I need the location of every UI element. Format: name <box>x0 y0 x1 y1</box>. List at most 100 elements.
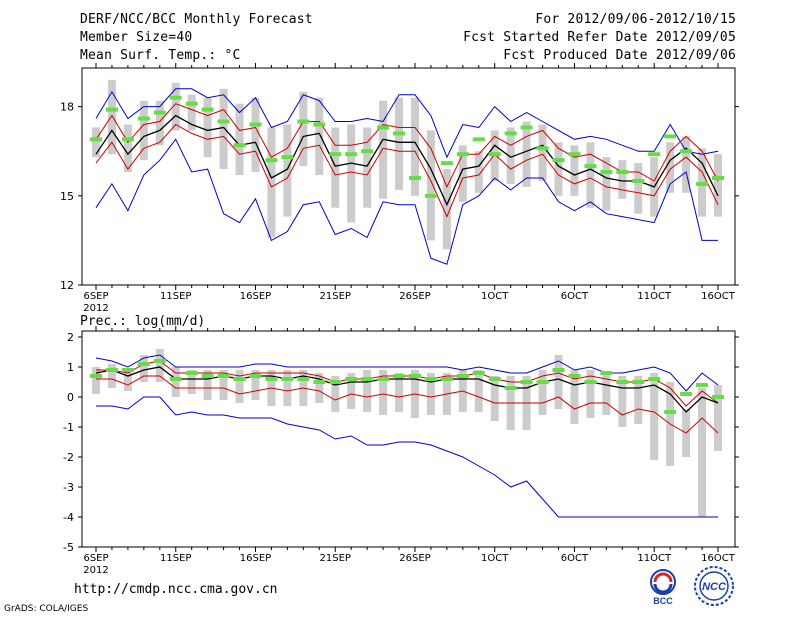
median-marker <box>361 149 374 154</box>
median-marker <box>712 395 724 399</box>
box-bar <box>283 370 292 406</box>
median-marker <box>297 119 310 124</box>
box-bar <box>395 373 404 412</box>
refer-date: Fcst Started Refer Date 2012/09/05 <box>463 30 736 45</box>
median-marker <box>249 374 262 378</box>
median-marker <box>281 155 294 160</box>
box-bar <box>107 364 116 388</box>
median-marker <box>408 175 421 180</box>
plot-frame <box>81 330 736 548</box>
box-bar <box>203 97 212 158</box>
box-bar <box>331 127 340 208</box>
y-tick-label: -1 <box>63 421 74 434</box>
x-tick-label: 11OCT <box>637 291 672 302</box>
y-tick-label: 0 <box>67 391 74 404</box>
box-bar <box>682 136 691 193</box>
box-bar <box>235 370 244 403</box>
median-marker <box>217 374 230 378</box>
median-marker <box>345 377 358 381</box>
box-bar <box>602 373 611 415</box>
box-bar <box>203 370 212 400</box>
box-bar <box>410 97 419 196</box>
box-bar <box>315 97 324 176</box>
median-marker <box>329 380 342 384</box>
series-line-lower <box>96 375 719 434</box>
box-bar <box>155 100 164 146</box>
variable-label: Mean Surf. Temp.: °C <box>80 48 241 63</box>
bcc-logo: BCC <box>650 569 676 606</box>
median-marker <box>297 377 310 381</box>
x-year-label: 2012 <box>83 303 108 314</box>
box-bar <box>283 124 292 217</box>
box-bar <box>363 127 372 208</box>
median-marker <box>600 371 613 375</box>
median-marker <box>712 175 724 180</box>
median-marker <box>137 116 150 121</box>
x-tick-label: 26SEP <box>399 553 430 564</box>
median-marker <box>265 377 278 381</box>
median-marker <box>664 410 677 414</box>
produced-date: Fcst Produced Date 2012/09/06 <box>503 48 736 63</box>
x-tick-label: 6OCT <box>561 291 589 302</box>
box-bar <box>426 130 435 241</box>
median-marker <box>169 95 182 100</box>
median-marker <box>233 377 246 381</box>
median-marker <box>169 377 182 381</box>
series-line-mean <box>95 366 719 413</box>
box-bar <box>538 124 547 181</box>
median-marker <box>504 386 517 390</box>
median-marker <box>552 368 565 372</box>
box-bar <box>347 373 356 409</box>
median-marker <box>600 170 613 175</box>
box-bar <box>107 79 116 155</box>
box-bar <box>474 151 483 193</box>
median-marker <box>680 392 693 396</box>
x-tick-label: 1OCT <box>481 553 509 564</box>
x-tick-label: 21SEP <box>320 291 351 302</box>
box-bar <box>219 370 228 400</box>
box-bar <box>490 376 499 421</box>
median-marker <box>424 193 437 198</box>
box-bar <box>379 100 388 199</box>
box-bar <box>92 127 100 158</box>
median-marker <box>424 377 437 381</box>
box-bar <box>267 127 276 238</box>
median-marker <box>105 107 118 112</box>
median-marker <box>377 125 390 130</box>
median-marker <box>536 380 549 384</box>
median-marker <box>584 164 597 169</box>
median-marker <box>568 374 581 378</box>
median-marker <box>201 107 214 112</box>
median-marker <box>377 377 390 381</box>
x-tick-label: 16OCT <box>701 291 736 302</box>
series-line-max <box>95 354 719 392</box>
median-marker <box>345 152 358 157</box>
source-url[interactable]: http://cmdp.ncc.cma.gov.cn <box>74 582 278 597</box>
x-tick-label: 11SEP <box>160 291 191 302</box>
box-bar <box>235 103 244 176</box>
median-marker <box>536 146 549 151</box>
median-marker <box>648 377 661 381</box>
box-bar <box>570 370 579 424</box>
median-marker <box>488 152 501 157</box>
box-bar <box>698 388 707 517</box>
median-marker <box>313 122 326 127</box>
box-bar <box>139 100 148 161</box>
box-bar <box>251 97 260 173</box>
bcc-logo-text: BCC <box>653 596 673 606</box>
x-tick-label: 6SEP <box>83 553 108 564</box>
median-marker <box>440 377 453 381</box>
y-tick-label: 1 <box>67 361 74 374</box>
box-bar <box>522 121 531 187</box>
box-bar <box>554 142 563 196</box>
chart-title: DERF/NCC/BCC Monthly Forecast <box>80 12 313 27</box>
box-bar <box>219 88 228 170</box>
box-bar <box>251 370 260 400</box>
box-bar <box>714 385 722 451</box>
box-bar <box>171 82 180 131</box>
box-bar <box>379 370 388 415</box>
ncc-logo-text: NCC <box>702 581 727 593</box>
box-bar <box>123 370 132 391</box>
median-marker <box>472 137 485 142</box>
median-marker <box>648 152 661 157</box>
